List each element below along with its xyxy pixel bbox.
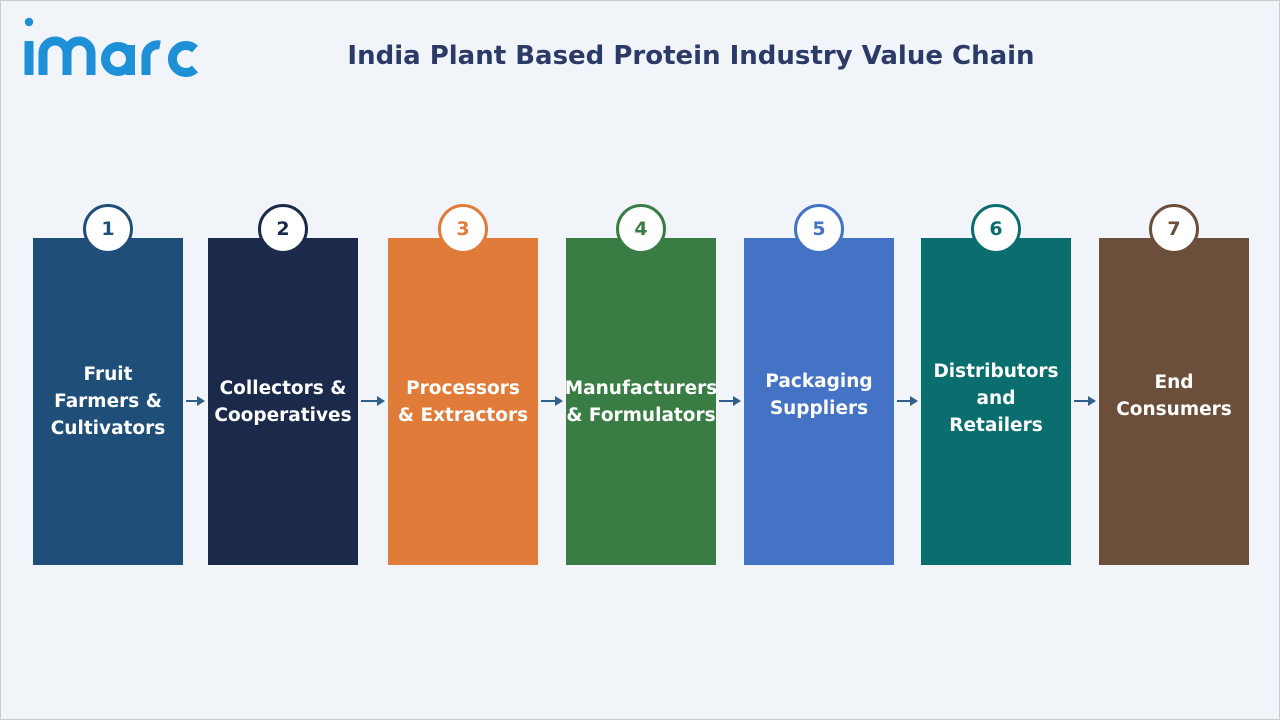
stage-1-box: Fruit Farmers & Cultivators [33,238,183,565]
arrow-icon [1074,395,1096,407]
stage-5-number-badge: 5 [794,204,844,254]
stage-7-box: End Consumers [1099,238,1249,565]
stage-4-label: Manufacturers & Formulators [564,377,718,426]
stage-6-label: Distributors and Retailers [933,361,1059,436]
stage-3-number-badge: 3 [438,204,488,254]
stage-4-box: Manufacturers & Formulators [564,238,718,565]
stage-2-label: Collectors & Cooperatives [214,377,352,426]
stage-4-number-badge: 4 [616,204,666,254]
stage-2-box: Collectors & Cooperatives [208,238,358,565]
arrow-icon [719,395,741,407]
stage-5-box: Packaging Suppliers [744,238,894,565]
stage-3-label: Processors & Extractors [397,377,529,426]
arrow-icon [186,395,205,407]
stage-5-label: Packaging Suppliers [765,370,873,419]
stage-2-number-badge: 2 [258,204,308,254]
stage-3-box: Processors & Extractors [388,238,538,565]
imarc-logo [21,15,211,85]
arrow-icon [361,395,385,407]
stage-1-label: Fruit Farmers & Cultivators [50,364,166,439]
stage-1-number-badge: 1 [83,204,133,254]
imarc-logo-mark [24,17,199,77]
arrow-icon [897,395,918,407]
stage-7-label: End Consumers [1116,371,1232,420]
stage-6-number-badge: 6 [971,204,1021,254]
stage-6-box: Distributors and Retailers [921,238,1071,565]
arrow-icon [541,395,563,407]
diagram-title: India Plant Based Protein Industry Value… [347,41,1035,71]
stage-7-number-badge: 7 [1149,204,1199,254]
